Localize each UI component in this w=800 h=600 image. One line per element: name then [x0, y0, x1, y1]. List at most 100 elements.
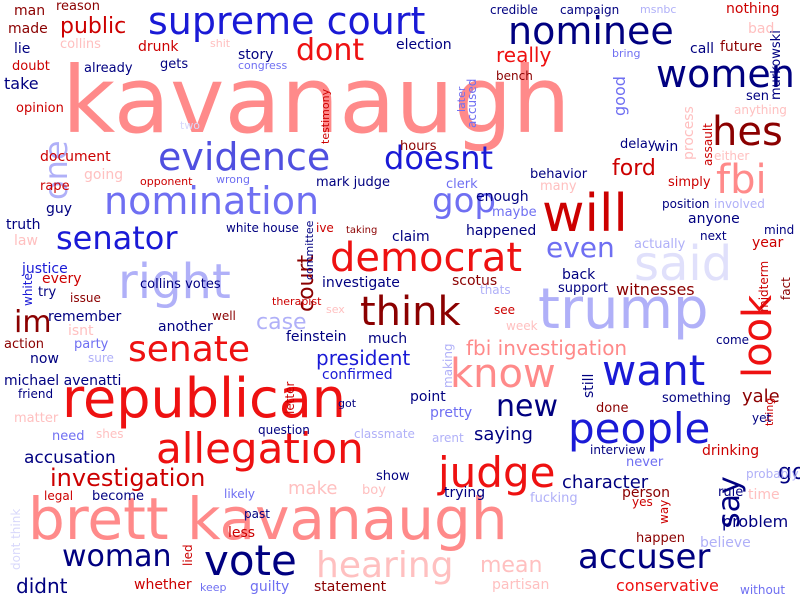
word-allegation: allegation — [156, 424, 364, 473]
word-accusation: accusation — [24, 448, 116, 468]
word-lied: lied — [181, 544, 195, 566]
word-msnbc: msnbc — [640, 3, 677, 16]
word-case: case — [256, 310, 307, 335]
word-supreme-court: supreme court — [148, 0, 426, 43]
word-committee: committee — [303, 220, 316, 280]
word-happened: happened — [466, 223, 537, 239]
word-still: still — [581, 373, 597, 398]
word-claim: claim — [392, 229, 430, 245]
word-saying: saying — [474, 424, 533, 445]
word-shes: shes — [96, 427, 124, 441]
word-white-house: white house — [226, 221, 299, 235]
word-senator: senator — [56, 219, 178, 257]
word-already: already — [84, 61, 133, 76]
word-trying: trying — [444, 485, 486, 501]
word-much: much — [368, 331, 408, 347]
word-well: well — [212, 309, 236, 323]
word-man: man — [14, 3, 46, 19]
word-nomination: nomination — [104, 179, 320, 223]
word-action: action — [4, 337, 45, 352]
word-issue: issue — [70, 291, 101, 305]
word-try: try — [38, 285, 57, 300]
word-friend: friend — [18, 387, 54, 401]
word-hearing: hearing — [316, 545, 454, 586]
word-anyone: anyone — [688, 211, 740, 227]
word-never: never — [626, 455, 664, 470]
word-make: make — [288, 478, 338, 499]
word-fbi: fbi — [716, 157, 767, 203]
word-therapist: therapist — [272, 295, 322, 308]
word-trump: trump — [538, 277, 709, 342]
word-ford: ford — [612, 156, 656, 181]
word-call: call — [690, 41, 715, 57]
word-probably: probably — [746, 467, 799, 481]
word-many: many — [540, 179, 577, 194]
word-person: person — [622, 485, 670, 501]
word-brett-kavanaugh: brett kavanaugh — [28, 485, 508, 553]
word-delay: delay — [620, 137, 656, 152]
word-even: even — [546, 231, 615, 264]
word-judge: judge — [438, 448, 556, 497]
word-simply: simply — [668, 175, 711, 190]
word-opinion: opinion — [16, 101, 64, 116]
word-gop: gop — [432, 181, 496, 221]
word-president: president — [316, 346, 411, 370]
word-take: take — [4, 74, 39, 93]
word-know: know — [450, 351, 556, 397]
word-rule: rule — [718, 485, 744, 500]
word-people: people — [568, 404, 711, 453]
word-im: im — [14, 305, 52, 340]
word-made: made — [8, 21, 48, 37]
word-bring: bring — [612, 47, 641, 60]
word-matter: matter — [14, 411, 59, 426]
word-classmate: classmate — [354, 427, 415, 441]
word-woman: woman — [62, 539, 172, 574]
word-michael-avenatti: michael avenatti — [4, 373, 122, 389]
word-fucking: fucking — [530, 491, 578, 506]
word-vote: vote — [204, 536, 297, 585]
word-really: really — [496, 43, 552, 67]
word-fbi-investigation: fbi investigation — [466, 336, 628, 360]
word-enough: enough — [476, 189, 529, 205]
word-law: law — [14, 233, 38, 249]
word-process: process — [681, 106, 697, 160]
word-become: become — [92, 489, 145, 504]
word-going: going — [84, 167, 124, 183]
word-without: without — [740, 583, 786, 597]
word-partisan: partisan — [492, 577, 550, 593]
word-think: think — [360, 289, 461, 335]
word-letter: letter — [283, 381, 297, 414]
word-mind: mind — [764, 223, 795, 237]
word-mean: mean — [480, 553, 543, 578]
word-bench: bench — [496, 69, 533, 83]
word-evidence: evidence — [158, 135, 331, 179]
word-see: see — [494, 303, 516, 317]
word-character: character — [562, 472, 649, 493]
word-rape: rape — [40, 179, 70, 194]
word-document: document — [40, 149, 111, 165]
word-truth: truth — [6, 217, 41, 233]
word-women: women — [656, 52, 795, 96]
word-republican: republican — [62, 367, 347, 430]
word-go: go — [778, 460, 800, 485]
word-ive: ive — [316, 221, 334, 235]
word-sure: sure — [88, 351, 114, 365]
word-guilty: guilty — [250, 579, 290, 595]
word-will: will — [542, 184, 628, 244]
word-assault: assault — [701, 123, 715, 166]
word-wrong: wrong — [216, 173, 250, 186]
word-making: making — [441, 343, 455, 388]
word-pretty: pretty — [430, 405, 473, 421]
word-support: support — [558, 281, 608, 296]
word-credible: credible — [490, 3, 538, 17]
word-win: win — [654, 139, 679, 155]
word-back: back — [562, 267, 596, 283]
word-shit: shit — [210, 37, 231, 50]
word-maybe: maybe — [492, 205, 537, 220]
word-scotus: scotus — [452, 273, 498, 289]
word-way: way — [657, 499, 671, 524]
word-isnt: isnt — [68, 323, 94, 339]
word-guy: guy — [46, 201, 73, 217]
word-involved: involved — [714, 197, 765, 211]
word-likely: likely — [224, 487, 256, 501]
